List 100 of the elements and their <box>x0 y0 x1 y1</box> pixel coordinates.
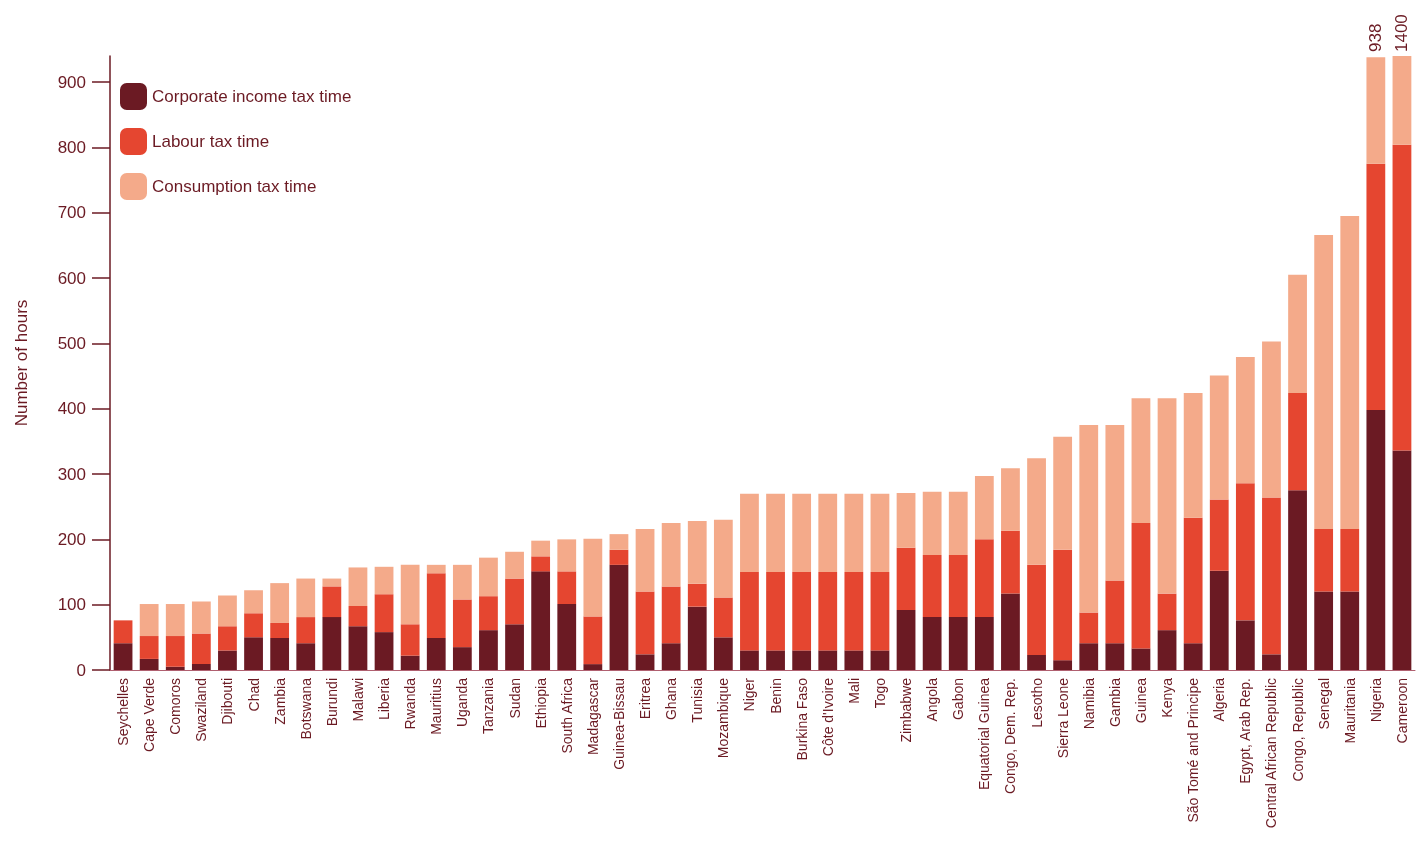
x-tick-label: Rwanda <box>402 677 419 730</box>
bar <box>1392 144 1412 451</box>
bar <box>270 622 290 638</box>
bar <box>348 567 368 606</box>
bar <box>896 547 916 610</box>
bar <box>922 617 942 670</box>
x-tick-label: Liberia <box>376 677 393 721</box>
bar <box>870 493 890 573</box>
x-tick-label: Mozambique <box>715 677 732 759</box>
bar <box>191 601 211 634</box>
x-tick-label: Sierra Leone <box>1054 677 1071 759</box>
bar <box>766 650 785 670</box>
bar <box>974 617 994 670</box>
x-tick-label: Nigeria <box>1367 677 1384 723</box>
y-tick-label: 100 <box>57 595 86 615</box>
bar <box>1001 530 1020 594</box>
bar <box>844 650 864 670</box>
bar <box>1131 523 1151 649</box>
bar <box>165 636 185 667</box>
bar <box>113 620 133 644</box>
x-tick-label: Seychelles <box>115 678 132 746</box>
x-tick-label: Benin <box>767 678 784 714</box>
bar <box>1235 620 1255 670</box>
bar <box>635 591 655 655</box>
y-tick-label: 900 <box>57 72 86 92</box>
x-tick-label: Mauritius <box>428 678 445 735</box>
bar <box>426 564 446 574</box>
bar <box>452 599 472 648</box>
x-tick-label: Niger <box>741 677 758 712</box>
bar <box>1392 56 1412 145</box>
x-tick-label: Central African Republic <box>1263 678 1280 829</box>
x-tick-label: Congo, Republic <box>1289 678 1306 782</box>
y-tick-label: 0 <box>76 660 86 680</box>
bar <box>713 597 733 638</box>
bar <box>348 605 368 627</box>
bar <box>896 492 916 548</box>
bar <box>687 583 707 607</box>
bar <box>661 586 681 644</box>
bar <box>557 571 577 605</box>
bar <box>1235 357 1255 484</box>
bar <box>1001 468 1020 531</box>
x-tick-label: South Africa <box>558 677 575 754</box>
bar <box>792 493 812 573</box>
bar <box>974 539 994 618</box>
x-tick-label: Malawi <box>349 678 366 722</box>
x-tick-label: Namibia <box>1080 677 1097 730</box>
bar <box>1235 483 1255 621</box>
bar <box>479 557 498 597</box>
y-tick-label: 800 <box>57 137 86 157</box>
bar <box>1157 398 1177 594</box>
bar <box>531 540 551 557</box>
x-tick-label: Cape Verde <box>141 677 158 752</box>
bar <box>505 551 524 579</box>
bar <box>139 604 159 637</box>
bar <box>1027 564 1046 655</box>
x-tick-label: Chad <box>245 678 262 712</box>
bar <box>244 590 263 614</box>
bar <box>1183 643 1203 670</box>
bar <box>1262 497 1281 655</box>
x-tick-label: Guinea-Bissau <box>610 678 627 770</box>
bar <box>896 609 916 670</box>
bar <box>713 519 733 598</box>
bar <box>165 666 185 670</box>
bar <box>687 606 707 670</box>
bar <box>1079 643 1099 670</box>
bar <box>296 617 316 644</box>
bar <box>922 491 942 556</box>
bar <box>322 617 342 670</box>
bar <box>870 572 890 651</box>
bar <box>974 476 994 540</box>
bar <box>1314 234 1334 529</box>
bar <box>1183 517 1203 644</box>
x-tick-label: Mauritania <box>1341 677 1358 744</box>
bar <box>400 655 420 670</box>
bar <box>1053 660 1073 670</box>
bar <box>191 664 211 670</box>
bar <box>609 564 629 670</box>
bar <box>1288 393 1307 491</box>
x-tick-label: Zambia <box>271 677 288 725</box>
bar <box>635 654 655 670</box>
bar <box>583 616 603 665</box>
x-tick-label: Algeria <box>1211 677 1228 722</box>
x-tick-label: Equatorial Guinea <box>976 677 993 791</box>
y-tick-label: 200 <box>57 529 86 549</box>
x-tick-label: Tunisia <box>689 677 706 723</box>
bar <box>948 491 968 556</box>
bar <box>740 493 759 573</box>
bar <box>531 556 551 572</box>
bar <box>1209 570 1229 670</box>
bar <box>1366 57 1386 164</box>
bar <box>374 566 394 595</box>
x-tick-label: Cameroon <box>1393 678 1410 744</box>
x-tick-label: Mali <box>845 678 862 704</box>
legend-label: Labour tax time <box>152 132 270 151</box>
bar <box>322 586 342 618</box>
bar <box>218 650 237 670</box>
y-tick-label: 500 <box>57 333 86 353</box>
bar <box>113 643 133 670</box>
bar <box>818 493 838 573</box>
bar <box>270 637 290 670</box>
